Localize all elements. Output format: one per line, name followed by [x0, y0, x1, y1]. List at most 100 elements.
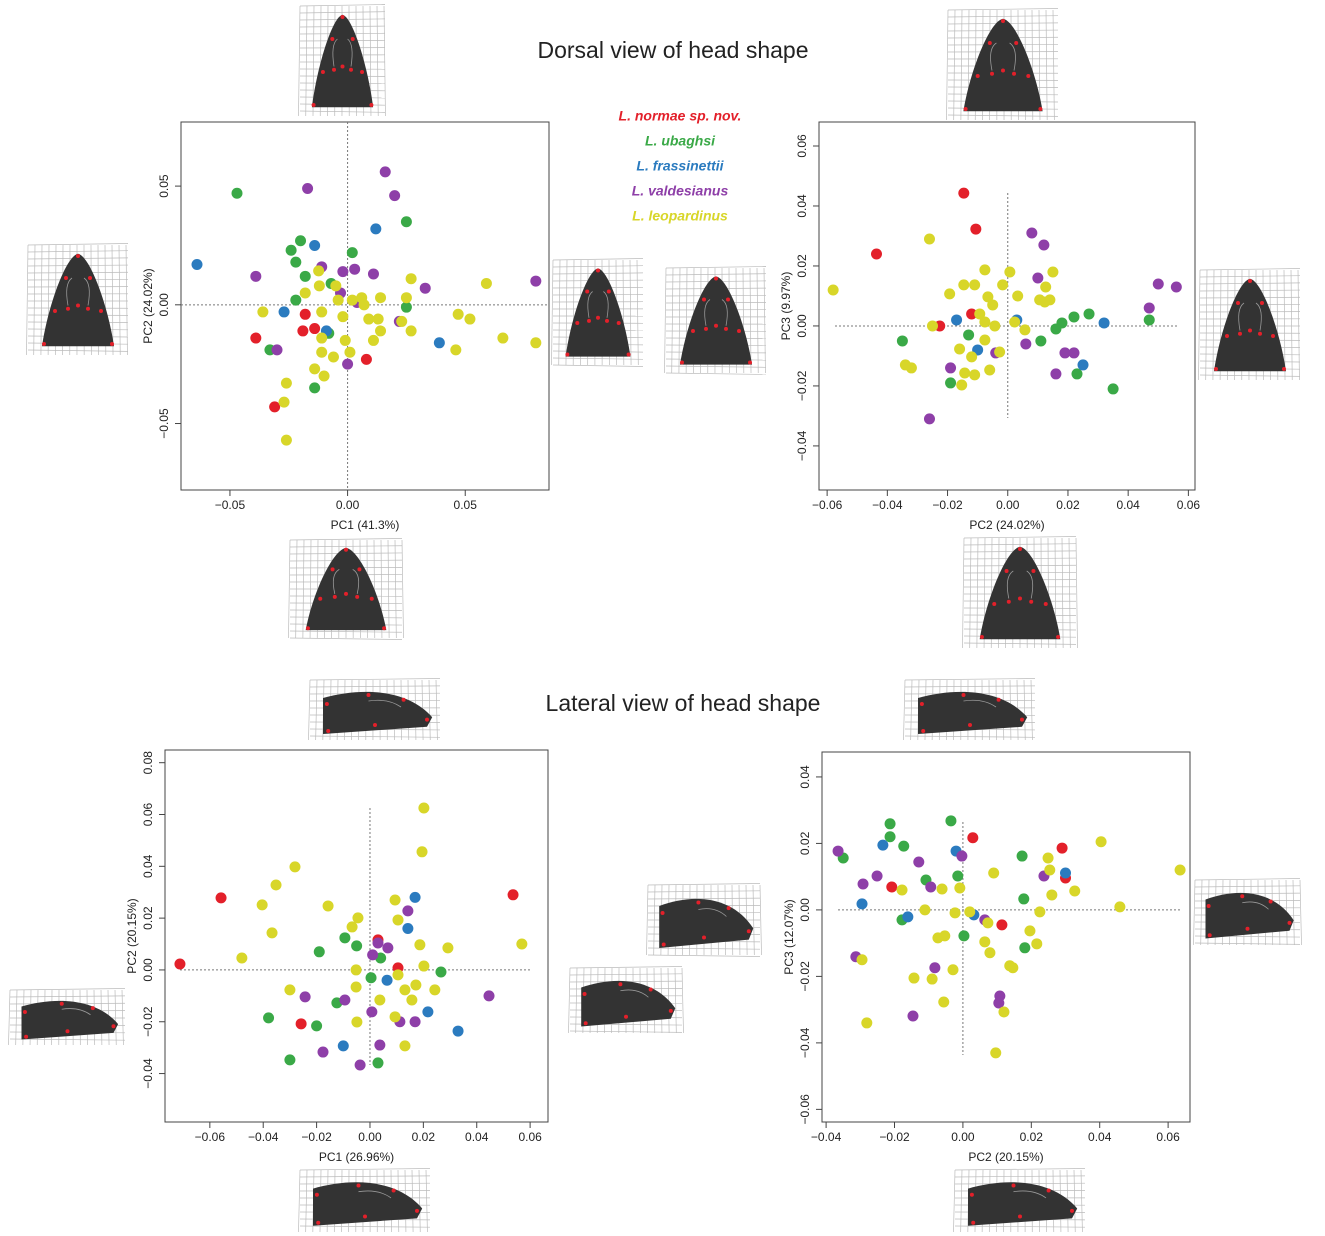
data-point: [347, 295, 358, 306]
landmark: [1007, 600, 1011, 604]
y-tick-label: 0.02: [141, 906, 155, 930]
data-point: [337, 266, 348, 277]
warp-grid: [948, 115, 1058, 116]
landmark: [76, 304, 80, 308]
landmark: [1288, 921, 1292, 925]
data-point: [902, 911, 913, 922]
landmark: [921, 729, 925, 733]
landmark: [1047, 1188, 1051, 1192]
landmark: [696, 901, 700, 905]
data-point: [897, 335, 908, 346]
data-point: [399, 1040, 410, 1051]
data-point: [1043, 853, 1054, 864]
data-point: [396, 316, 407, 327]
landmark: [1271, 334, 1275, 338]
landmark: [369, 103, 373, 107]
warp-grid: [948, 9, 1058, 11]
warp-grid: [436, 680, 437, 740]
data-point: [1034, 906, 1045, 917]
warp-grid: [963, 538, 965, 648]
landmark: [321, 70, 325, 74]
landmark: [332, 68, 336, 72]
data-point: [858, 878, 869, 889]
data-point: [406, 325, 417, 336]
data-point: [897, 884, 908, 895]
x-tick-label: 0.06: [518, 1130, 542, 1144]
data-point: [410, 1016, 421, 1027]
data-point: [314, 280, 325, 291]
shape-thumbnail: [963, 537, 1078, 649]
data-point: [989, 320, 1000, 331]
data-point: [281, 435, 292, 446]
legend-entry: L. frassinettii: [636, 158, 724, 174]
data-point: [284, 1054, 295, 1065]
x-tick-label: −0.05: [215, 498, 246, 512]
data-point: [979, 264, 990, 275]
data-point: [877, 840, 888, 851]
data-point: [375, 292, 386, 303]
data-point: [289, 861, 300, 872]
data-point: [1026, 227, 1037, 238]
data-point: [997, 279, 1008, 290]
data-point: [952, 870, 963, 881]
data-point: [1039, 296, 1050, 307]
landmark: [990, 72, 994, 76]
shape-thumbnail: [569, 967, 684, 1034]
data-point: [374, 1040, 385, 1051]
landmark: [1248, 279, 1252, 283]
data-point: [885, 831, 896, 842]
data-point: [349, 264, 360, 275]
data-point: [984, 947, 995, 958]
y-tick-label: 0.05: [157, 174, 171, 198]
data-point: [380, 166, 391, 177]
data-point: [1012, 290, 1023, 301]
warp-grid: [310, 686, 440, 687]
data-point: [311, 1020, 322, 1031]
warp-grid: [955, 1169, 1085, 1171]
data-point: [939, 930, 950, 941]
warp-grid: [637, 260, 638, 365]
landmark: [402, 698, 406, 702]
x-tick-label: 0.00: [996, 498, 1020, 512]
data-point: [271, 879, 282, 890]
warp-grid: [16, 990, 17, 1045]
x-axis-label: PC1 (41.3%): [331, 518, 400, 532]
section-title: Dorsal view of head shape: [537, 37, 808, 63]
data-point: [828, 284, 839, 295]
data-point: [374, 994, 385, 1005]
warp-grid: [1300, 880, 1302, 945]
warp-grid: [954, 10, 955, 120]
y-tick-label: 0.02: [798, 831, 812, 855]
data-point: [913, 857, 924, 868]
warp-grid: [10, 989, 125, 991]
warp-grid: [576, 968, 577, 1033]
data-point: [351, 940, 362, 951]
data-point: [290, 295, 301, 306]
landmark: [618, 982, 622, 986]
data-point: [406, 994, 417, 1005]
landmark: [714, 277, 718, 281]
landmark: [360, 70, 364, 74]
warp-grid: [648, 955, 760, 957]
data-point: [434, 337, 445, 348]
y-tick-label: 0.04: [141, 854, 155, 878]
warp-grid: [648, 898, 760, 899]
data-point: [925, 881, 936, 892]
landmark: [1056, 635, 1060, 639]
data-point: [372, 937, 383, 948]
data-point: [900, 359, 911, 370]
warp-grid: [419, 1170, 420, 1232]
data-point: [516, 939, 527, 950]
data-point: [370, 223, 381, 234]
warp-grid: [970, 538, 971, 648]
warp-grid: [666, 274, 766, 275]
warp-grid: [299, 6, 301, 116]
data-point: [323, 900, 334, 911]
data-point: [1144, 314, 1155, 325]
data-point: [309, 382, 320, 393]
x-tick-label: −0.04: [872, 498, 903, 512]
shape-thumbnail: [9, 989, 126, 1046]
warp-grid: [306, 6, 307, 116]
y-tick-label: −0.02: [795, 370, 809, 401]
landmark: [1018, 1215, 1022, 1219]
